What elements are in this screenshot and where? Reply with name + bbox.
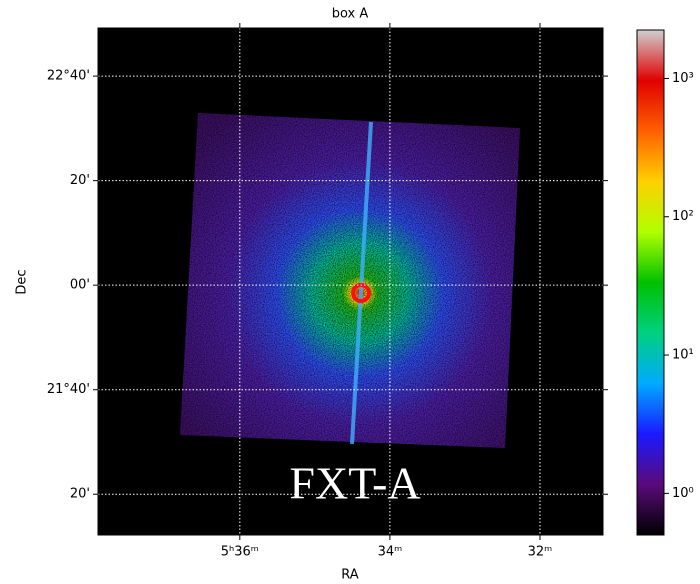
colorbar	[636, 29, 665, 536]
noise-texture	[180, 113, 520, 448]
y-axis-label: Dec	[15, 269, 30, 294]
y-tick-label: 20'	[70, 173, 90, 188]
readout-streak	[350, 121, 373, 445]
chart-title: box A	[332, 7, 369, 22]
colorbar-tick-label: 10³	[672, 71, 694, 86]
x-tick-label: 5ʰ36ᵐ	[221, 545, 259, 560]
annotation: FXT-A	[289, 458, 420, 509]
colorbar-tick-label: 10⁰	[672, 486, 694, 501]
x-axis-label: RA	[341, 568, 359, 583]
plot-frame	[97, 27, 604, 536]
y-tick-label: 22°40'	[47, 69, 90, 84]
colorbar-tick-label: 10²	[672, 209, 694, 224]
colorbar-tick-label: 10¹	[672, 348, 694, 363]
x-tick-label: 34ᵐ	[378, 545, 403, 560]
y-tick-label: 21°40'	[47, 382, 90, 397]
y-tick-label: 20'	[70, 487, 90, 502]
y-tick-label: 00'	[70, 278, 90, 293]
x-tick-label: 32ᵐ	[528, 545, 553, 560]
